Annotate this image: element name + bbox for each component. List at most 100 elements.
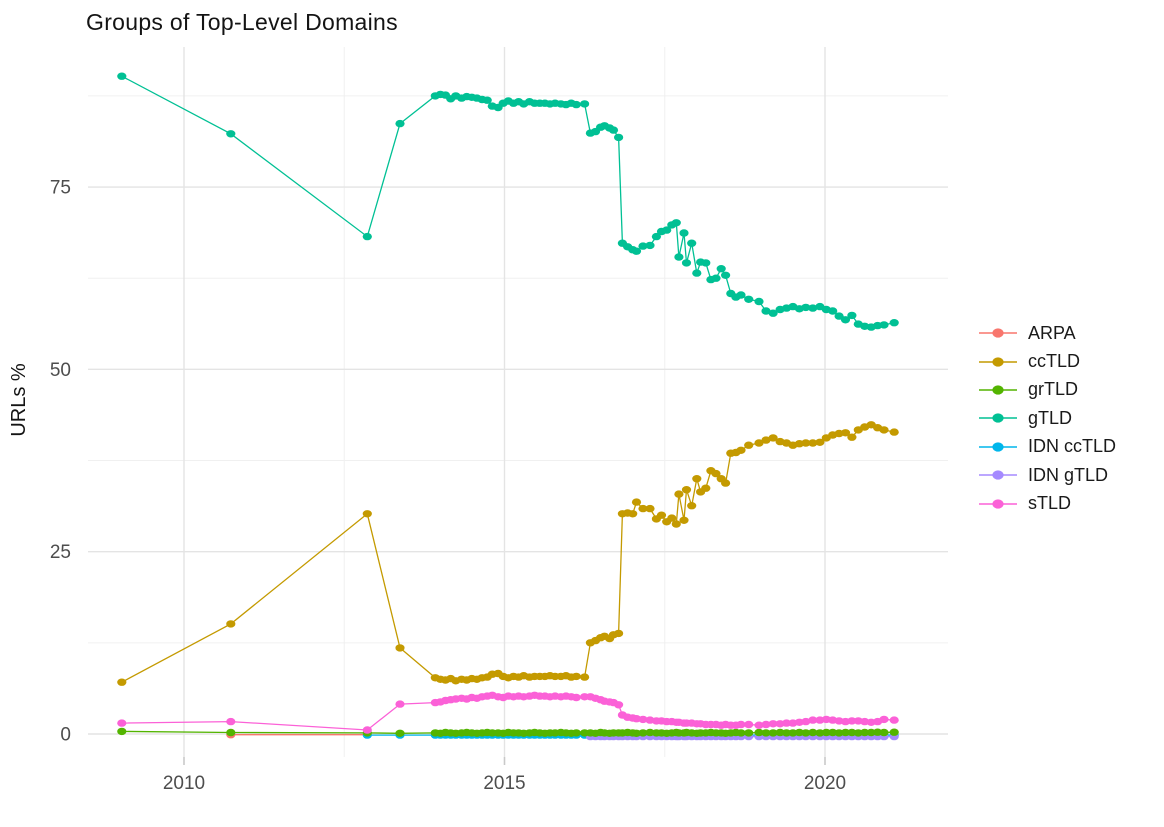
legend-item-ccTLD: ccTLD — [978, 347, 1116, 375]
data-point-gTLD — [711, 274, 721, 282]
data-point-ccTLD — [815, 438, 825, 446]
data-point-ccTLD — [736, 446, 746, 454]
legend-item-IDN-ccTLD: IDN ccTLD — [978, 433, 1116, 461]
data-point-gTLD — [651, 232, 662, 241]
legend-key-point — [992, 328, 1004, 338]
data-point-ccTLD — [679, 516, 689, 524]
data-point-ccTLD — [667, 514, 677, 522]
data-point-ccTLD — [847, 433, 857, 441]
legend-item-label: IDN gTLD — [1028, 464, 1109, 485]
data-point-gTLD — [834, 312, 844, 320]
data-point-ccTLD — [889, 428, 899, 436]
x-tick-label: 2020 — [804, 773, 846, 794]
data-point-ccTLD — [395, 644, 405, 652]
legend-item-label: sTLD — [1028, 493, 1072, 514]
data-point-gTLD — [754, 297, 764, 306]
data-point-grTLD — [889, 728, 899, 736]
legend-item-label: ccTLD — [1028, 351, 1081, 372]
data-point-grTLD — [801, 729, 811, 737]
data-point-grTLD — [395, 729, 405, 737]
data-point-ccTLD — [571, 672, 581, 681]
data-point-gTLD — [840, 316, 851, 324]
data-point-sTLD — [638, 715, 648, 724]
data-point-gTLD — [808, 304, 818, 312]
x-tick-label: 2015 — [483, 773, 525, 794]
data-point-grTLD — [638, 729, 648, 737]
data-point-gTLD — [889, 319, 899, 327]
series-gTLD — [117, 72, 899, 331]
data-point-gTLD — [645, 241, 655, 250]
data-point-gTLD — [226, 130, 236, 138]
legend-item-IDN-gTLD: IDN gTLD — [978, 461, 1116, 489]
data-point-ccTLD — [628, 510, 638, 518]
data-point-grTLD — [821, 728, 831, 737]
data-point-grTLD — [754, 728, 764, 737]
legend-key-icon — [979, 470, 1017, 480]
data-point-ccTLD — [721, 479, 731, 487]
data-point-grTLD — [781, 729, 792, 737]
data-point-sTLD — [744, 720, 754, 729]
data-point-ccTLD — [645, 504, 655, 513]
data-point-gTLD — [828, 307, 838, 315]
data-point-grTLD — [879, 728, 889, 737]
legend-key-point — [992, 442, 1004, 452]
data-point-gTLD — [736, 291, 746, 299]
legend-item-label: IDN ccTLD — [1028, 436, 1117, 457]
y-axis-label: URLs % — [8, 363, 30, 437]
legend-key-icon — [979, 356, 1017, 367]
data-point-ccTLD — [768, 434, 778, 442]
data-point-gTLD — [117, 72, 127, 80]
chart-title: Groups of Top-Level Domains — [86, 9, 398, 35]
data-point-gTLD — [716, 265, 726, 273]
data-point-sTLD — [736, 720, 746, 729]
series-ccTLD — [117, 421, 899, 686]
data-point-ccTLD — [614, 629, 624, 638]
data-point-ccTLD — [879, 426, 889, 434]
data-point-ccTLD — [808, 439, 818, 447]
data-point-grTLD — [736, 729, 746, 737]
data-point-gTLD — [721, 271, 731, 279]
data-point-gTLD — [801, 303, 811, 312]
data-point-ccTLD — [674, 490, 684, 498]
data-point-gTLD — [768, 309, 778, 317]
legend-key-icon — [979, 413, 1017, 423]
data-point-sTLD — [754, 721, 764, 729]
legend-item-label: grTLD — [1028, 379, 1079, 400]
data-point-gTLD — [580, 100, 590, 108]
data-point-gTLD — [692, 269, 702, 277]
y-tick-label: 25 — [50, 542, 71, 563]
legend-item-grTLD: grTLD — [978, 376, 1116, 404]
legend-key-point — [992, 413, 1004, 423]
series-sTLD — [117, 691, 899, 734]
data-point-ccTLD — [701, 484, 711, 492]
data-point-ccTLD — [681, 486, 692, 494]
data-point-grTLD — [744, 729, 754, 737]
data-point-sTLD — [801, 717, 811, 726]
legend-key-icon — [979, 498, 1017, 509]
y-tick-label: 50 — [50, 360, 71, 381]
plot-series — [117, 72, 899, 741]
legend-key-point — [992, 356, 1004, 367]
data-point-gTLD — [674, 253, 684, 261]
data-point-sTLD — [847, 717, 857, 725]
gridlines-major — [88, 47, 948, 757]
data-point-gTLD — [687, 239, 697, 247]
x-tick-label: 2010 — [163, 773, 205, 794]
data-point-ccTLD — [117, 678, 127, 686]
data-point-grTLD — [768, 729, 778, 737]
data-point-grTLD — [226, 728, 236, 737]
data-point-grTLD — [808, 728, 818, 737]
data-point-ccTLD — [692, 475, 702, 483]
plot-svg: 2010 2015 2020 0 25 50 75 Groups of Top-Level … — [8, 9, 948, 794]
data-point-ccTLD — [226, 620, 236, 628]
data-point-gTLD — [362, 232, 372, 241]
legend-key-icon — [979, 442, 1017, 452]
data-point-gTLD — [662, 226, 672, 234]
data-point-sTLD — [614, 701, 624, 709]
data-point-sTLD — [395, 700, 405, 708]
data-point-gTLD — [671, 219, 681, 227]
legend-key-point — [992, 385, 1004, 395]
legend-key-icon — [979, 328, 1017, 338]
data-point-gTLD — [395, 119, 405, 128]
